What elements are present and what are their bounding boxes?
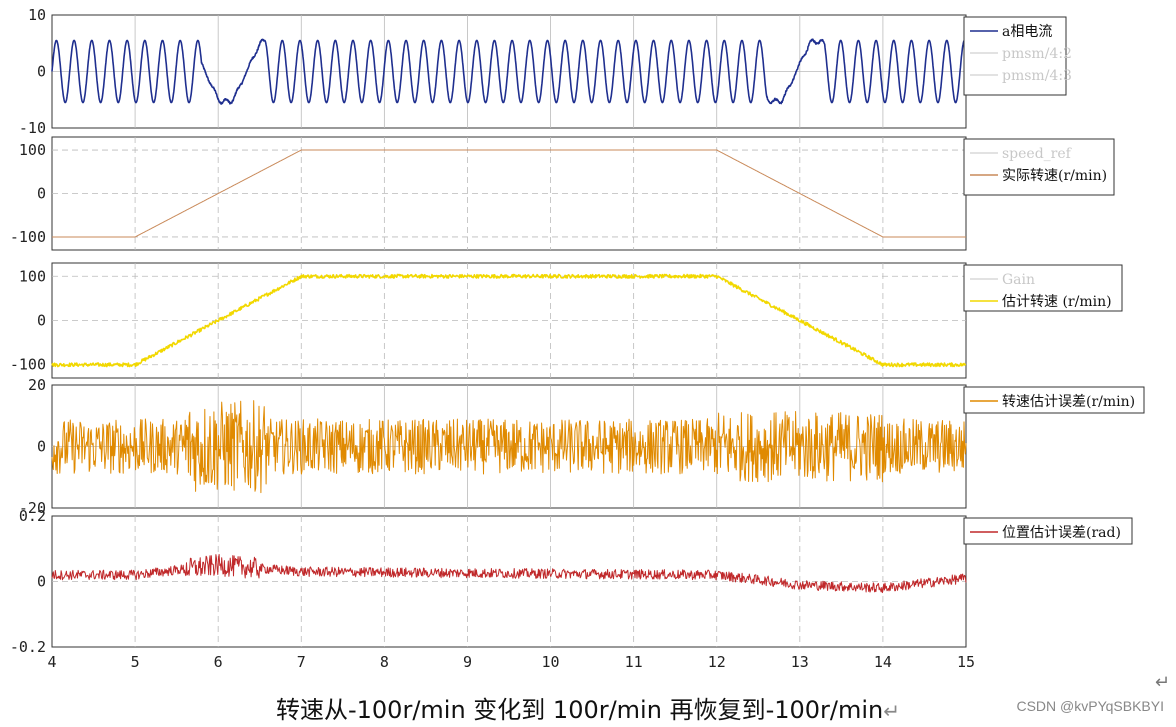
corner-return-mark: ↵	[1154, 672, 1170, 693]
legend-entry: pmsm/4:3	[1002, 68, 1072, 84]
legend-entry: 位置估计误差(rad)	[1002, 525, 1121, 541]
x-tick-label: 10	[542, 653, 560, 671]
series-line-1	[51, 554, 967, 594]
y-tick-label: 0	[37, 63, 46, 81]
figure: 100-10a相电流pmsm/4:2pmsm/4:31000-100speed_…	[10, 6, 1145, 671]
subplot-5: 0.2 0 -0.2 位置估计误差(rad) 4 5 6 7 8 9 10 11 12 13 14 15	[10, 507, 1133, 671]
x-tick-label: 7	[297, 653, 306, 671]
x-tick-label: 5	[131, 653, 140, 671]
y-tick-label: -100	[10, 356, 46, 374]
caption-text: 转速从-100r/min 变化到 100r/min 再恢复到-100r/min	[275, 696, 884, 724]
y-tick-label: 10	[28, 6, 46, 24]
subplot-1: 10 0 -10 a相电流 pmsm/4:2 pmsm/4:3	[19, 6, 1072, 137]
series-line-1	[51, 273, 967, 368]
legend-entry: 转速估计误差(r/min)	[1002, 394, 1135, 410]
legend-box	[963, 264, 1123, 312]
x-tick-label: 11	[625, 653, 643, 671]
legend-entry: a相电流	[1002, 24, 1052, 40]
series-line-1	[52, 149, 966, 238]
legend-entry: 实际转速(r/min)	[1002, 168, 1107, 184]
axes-box	[51, 515, 967, 648]
y-tick-label: 0	[37, 312, 46, 330]
legend-box	[963, 138, 1115, 196]
x-tick-label: 4	[47, 653, 56, 671]
subplot-2: 100 0 -100 speed_ref 实际转速(r/min)	[10, 136, 1115, 251]
y-tick-label: 100	[19, 141, 46, 159]
x-tick-label: 6	[214, 653, 223, 671]
subplot-4: 20 0 -20 转速估计误差(r/min)	[19, 376, 1145, 517]
y-tick-label: 0	[37, 573, 46, 591]
subplot-3: 100 0 -100 Gain 估计转速 (r/min)	[10, 262, 1123, 379]
y-tick-label: -0.2	[10, 638, 46, 656]
x-tick-label: 12	[708, 653, 726, 671]
y-tick-label: 100	[19, 267, 46, 285]
y-tick-label: -20	[19, 499, 46, 517]
y-tick-label: 0.2	[19, 507, 46, 525]
y-tick-label: -100	[10, 228, 46, 246]
legend-entry: pmsm/4:2	[1002, 46, 1072, 62]
legend-box	[963, 517, 1133, 545]
x-tick-label: 15	[957, 653, 975, 671]
y-tick-label: 20	[28, 376, 46, 394]
series-line-1	[51, 38, 967, 105]
caption-return-mark: ↵	[883, 699, 901, 723]
series-line-1	[51, 400, 967, 494]
y-tick-label: 0	[37, 185, 46, 203]
x-tick-label: 8	[380, 653, 389, 671]
caption: 转速从-100r/min 变化到 100r/min 再恢复到-100r/min↵	[0, 690, 1176, 725]
watermark: CSDN @kvPYqSBKBYI	[1016, 698, 1164, 714]
x-tick-label: 9	[463, 653, 472, 671]
y-tick-label: -10	[19, 119, 46, 137]
legend-entry: speed_ref	[1002, 146, 1073, 162]
legend-entry: Gain	[1002, 272, 1035, 288]
axes-box	[51, 136, 967, 251]
legend-box	[963, 386, 1145, 414]
axes-box	[51, 262, 967, 379]
legend-entry: 估计转速 (r/min)	[1002, 294, 1112, 310]
x-tick-label: 14	[874, 653, 892, 671]
y-tick-label: 0	[37, 438, 46, 456]
legend-box	[963, 16, 1067, 96]
x-tick-label: 13	[791, 653, 809, 671]
